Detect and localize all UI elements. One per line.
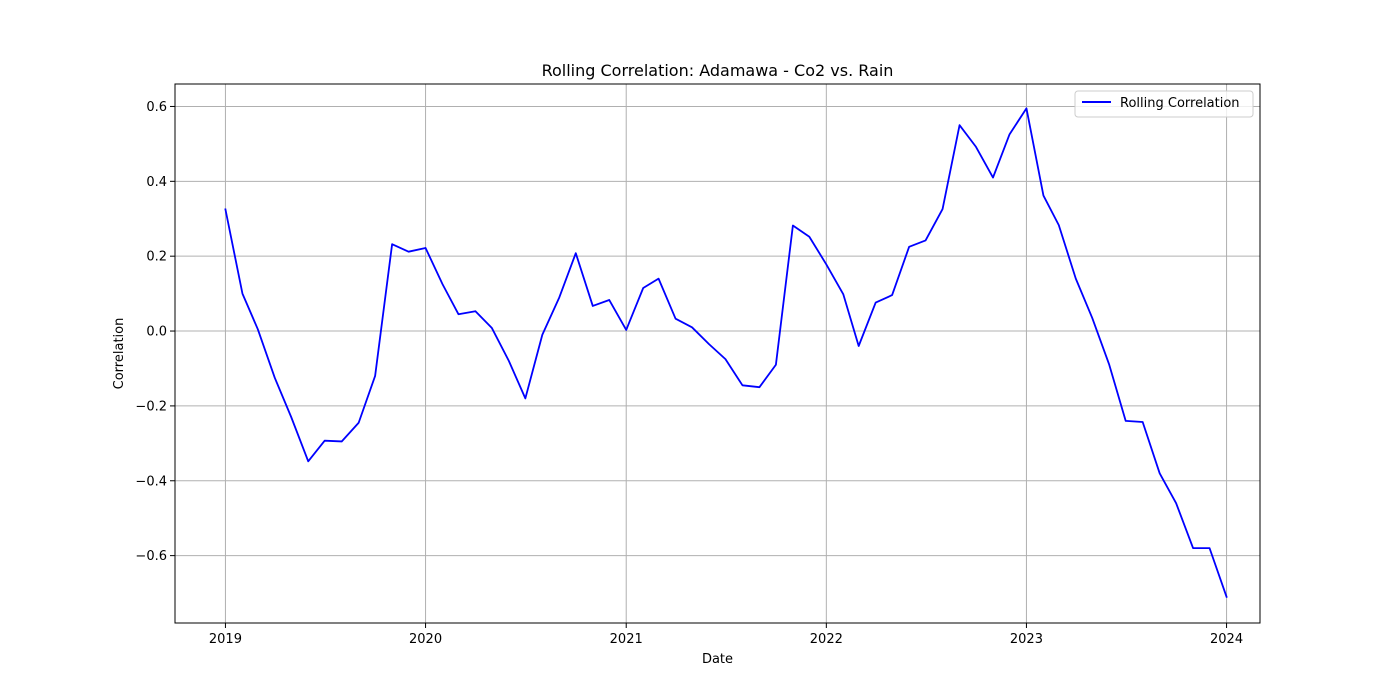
x-tick-label: 2022 bbox=[810, 632, 843, 647]
y-tick-label: 0.2 bbox=[146, 250, 167, 265]
ticks: 2019 2020 2021 2022 2023 2024 −0.6 −0.4 −0.2 0.0 0… bbox=[135, 100, 1243, 647]
legend-box bbox=[1074, 90, 1254, 118]
y-axis-label: Correlation bbox=[112, 318, 127, 390]
y-tick-label: 0.4 bbox=[146, 175, 167, 190]
series-layer bbox=[224, 107, 1228, 598]
x-tick-label: 2020 bbox=[409, 632, 442, 647]
x-tick-label: 2021 bbox=[610, 632, 643, 647]
x-tick-label: 2024 bbox=[1210, 632, 1243, 647]
y-tick-label: 0.6 bbox=[146, 100, 167, 115]
y-tick-label: −0.2 bbox=[135, 399, 167, 414]
y-tick-label: −0.4 bbox=[135, 474, 167, 489]
x-tick-label: 2019 bbox=[209, 632, 242, 647]
x-tick-label: 2023 bbox=[1010, 632, 1043, 647]
plot-area-frame bbox=[174, 83, 1261, 624]
x-axis-label: Date bbox=[702, 652, 733, 667]
y-tick-label: −0.6 bbox=[135, 549, 167, 564]
chart-title: Rolling Correlation: Adamawa - Co2 vs. R… bbox=[542, 61, 894, 80]
legend: Rolling Correlation bbox=[1074, 90, 1254, 118]
series-line-rolling-correlation bbox=[224, 107, 1228, 598]
legend-entry-label: Rolling Correlation bbox=[1120, 96, 1240, 111]
grid bbox=[175, 84, 1260, 623]
y-tick-label: 0.0 bbox=[146, 325, 167, 340]
